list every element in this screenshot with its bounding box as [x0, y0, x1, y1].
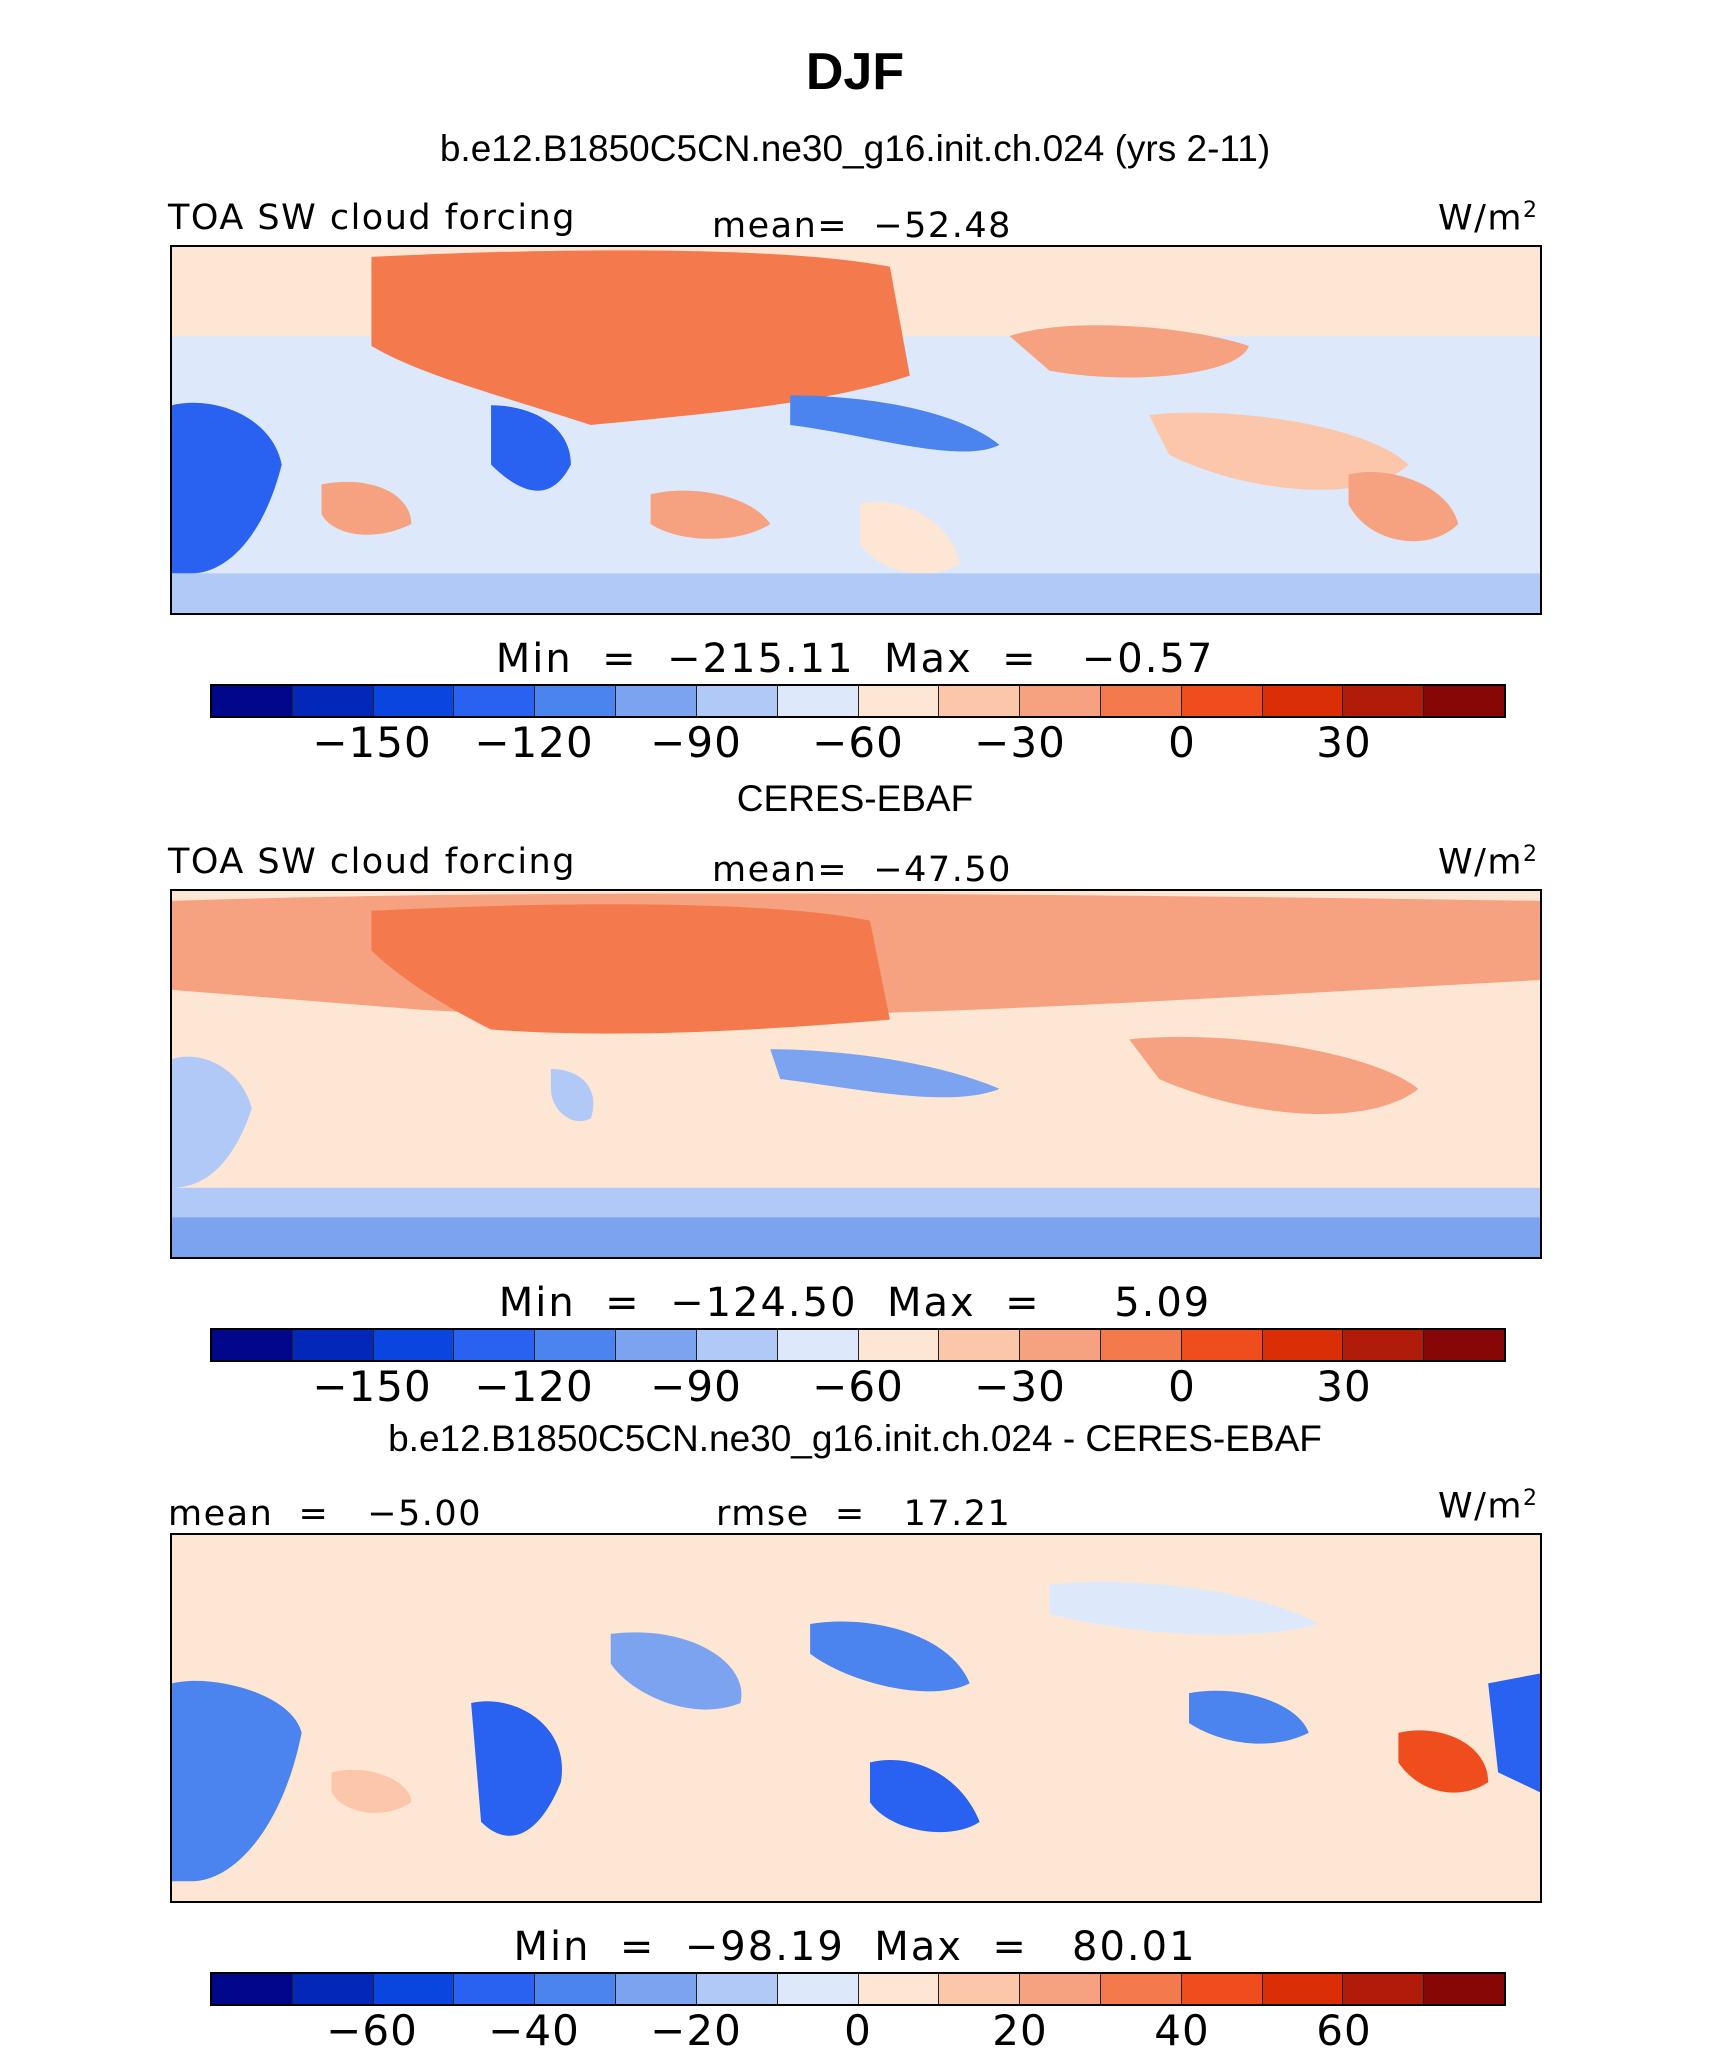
colorbar-tick-label: −60 — [812, 718, 904, 767]
colorbar-tick-label: −30 — [974, 718, 1066, 767]
colorbar-tick-label: −120 — [474, 1362, 594, 1411]
panel-1-variable-label: TOA SW cloud forcing — [168, 198, 576, 238]
figure-title: DJF — [805, 43, 905, 101]
colorbar-tick-label: −30 — [974, 1362, 1066, 1411]
colorbar-tick-label: 0 — [844, 2006, 872, 2055]
panel-3-colorbar — [210, 1972, 1506, 2006]
panel-2-variable-label: TOA SW cloud forcing — [168, 842, 576, 882]
panel-2-title: CERES-EBAF — [736, 778, 974, 819]
panel-3-minmax: Min = −98.19 Max = 80.01 — [513, 1924, 1197, 1970]
panel-2-units-label: W/m2 — [1438, 842, 1539, 883]
colorbar-tick-label: 0 — [1168, 1362, 1196, 1411]
colorbar-tick-label: −60 — [326, 2006, 418, 2055]
colorbar-tick-label: −40 — [488, 2006, 580, 2055]
panel-1-map — [170, 245, 1542, 615]
panel-1-units-label: W/m2 — [1438, 198, 1539, 239]
panel-3-mean-label: mean = −5.00 — [168, 1494, 482, 1534]
colorbar-tick-label: −60 — [812, 1362, 904, 1411]
panel-1-minmax: Min = −215.11 Max = −0.57 — [495, 636, 1215, 682]
colorbar-tick-label: −150 — [312, 1362, 432, 1411]
panel-1-colorbar — [210, 684, 1506, 718]
colorbar-tick-label: −150 — [312, 718, 432, 767]
colorbar-tick-label: −120 — [474, 718, 594, 767]
panel-2-mean-label: mean= −47.50 — [712, 850, 1012, 890]
panel-1-mean-label: mean= −52.48 — [712, 206, 1012, 246]
panel-3-title: b.e12.B1850C5CN.ne30_g16.init.ch.024 - C… — [388, 1418, 1322, 1459]
colorbar-tick-label: 40 — [1154, 2006, 1210, 2055]
panel-2-colorbar — [210, 1328, 1506, 1362]
colorbar-tick-label: 30 — [1316, 718, 1372, 767]
colorbar-tick-label: −90 — [650, 1362, 742, 1411]
colorbar-tick-label: 30 — [1316, 1362, 1372, 1411]
colorbar-tick-label: −90 — [650, 718, 742, 767]
colorbar-tick-label: 0 — [1168, 718, 1196, 767]
colorbar-tick-label: −20 — [650, 2006, 742, 2055]
panel-3-map — [170, 1533, 1542, 1903]
panel-3-rmse-label: rmse = 17.21 — [716, 1494, 1012, 1534]
panel-2-minmax: Min = −124.50 Max = 5.09 — [498, 1280, 1212, 1326]
panel-2-map — [170, 889, 1542, 1259]
panel-1-title: b.e12.B1850C5CN.ne30_g16.init.ch.024 (yr… — [439, 128, 1271, 169]
colorbar-tick-label: 60 — [1316, 2006, 1372, 2055]
panel-3-units-label: W/m2 — [1438, 1486, 1539, 1527]
colorbar-tick-label: 20 — [992, 2006, 1048, 2055]
